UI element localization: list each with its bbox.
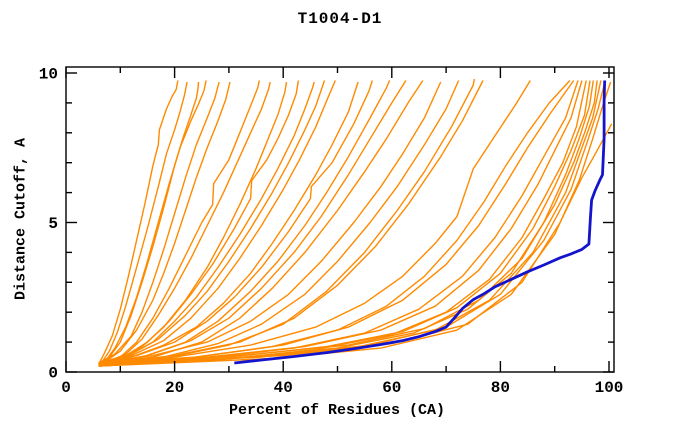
model-curve [101, 80, 300, 364]
model-curve [98, 80, 579, 367]
model-curve [98, 80, 583, 366]
x-tick-label: 100 [595, 379, 624, 397]
model-curve [98, 81, 200, 367]
plot-border [65, 66, 615, 373]
y-tick-label: 10 [39, 66, 58, 84]
x-tick-label: 20 [165, 379, 184, 397]
x-axis-label: Percent of Residues (CA) [228, 402, 446, 419]
model-curve [101, 80, 460, 366]
x-tick-label: 80 [491, 379, 510, 397]
model-curve [101, 80, 575, 364]
model-curve [98, 80, 260, 367]
chart-title: T1004-D1 [297, 10, 383, 28]
model-curve [98, 81, 442, 364]
model-curve [98, 80, 571, 367]
model-curve [98, 81, 288, 366]
model-curve [100, 81, 231, 366]
model-curve [98, 80, 531, 366]
model-curve [97, 80, 179, 365]
model-curve [103, 80, 407, 364]
model-curve [103, 81, 271, 364]
model-curve [100, 81, 188, 364]
model-curve [98, 80, 606, 366]
model-curves [97, 78, 613, 367]
model-curve [103, 80, 207, 364]
model-curve [103, 80, 484, 364]
model-curve [98, 80, 336, 364]
model-curve [98, 81, 359, 366]
model-curve [103, 123, 613, 364]
y-axis-label: Distance Cutoff, A [12, 137, 30, 301]
y-tick-label: 5 [48, 215, 58, 233]
x-tick-label: 0 [61, 379, 71, 397]
model-curve [103, 80, 326, 363]
x-tick-label: 60 [382, 379, 401, 397]
model-curve [98, 81, 220, 364]
x-tick-label: 40 [274, 379, 293, 397]
model-curve [98, 80, 424, 366]
model-curve [98, 80, 602, 367]
axis-ticks [65, 67, 614, 373]
y-tick-label: 0 [48, 365, 58, 383]
highlighted-model-curve [234, 80, 607, 365]
model-curve [101, 80, 373, 364]
model-curve [98, 80, 598, 364]
